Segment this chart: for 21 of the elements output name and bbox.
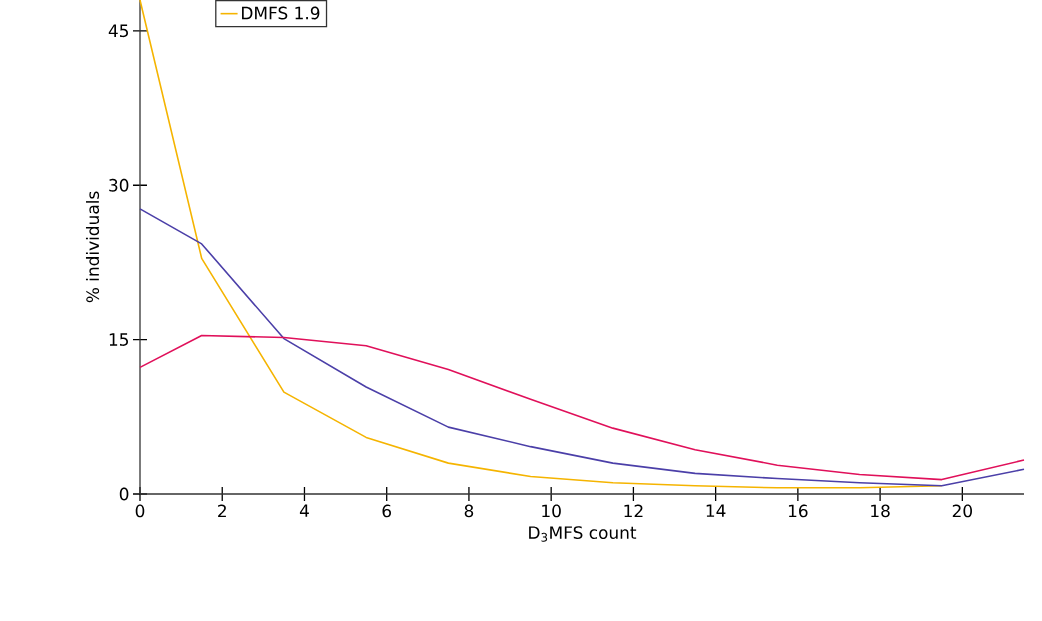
x-tick-label: 16 [788, 504, 808, 518]
x-tick-label: 12 [624, 504, 643, 518]
line-series [139, 0, 943, 489]
line-series [139, 208, 1025, 487]
x-tick-label: 8 [464, 504, 474, 518]
x-tick-label: 2 [218, 504, 226, 518]
y-tick-label: 0 [119, 487, 129, 501]
x-tick-label: 18 [871, 504, 890, 518]
x-axis-title: D$_{3}$MFS count [529, 526, 637, 542]
y-tick-label: 30 [109, 178, 129, 192]
y-axis-title: % individuals [85, 191, 100, 303]
x-tick-label: 6 [382, 504, 392, 518]
legend-label: DMFS 1.9 [242, 6, 320, 20]
x-tick-label: 10 [542, 504, 561, 518]
x-tick-label: 0 [135, 504, 145, 518]
y-tick-label: 15 [109, 333, 128, 346]
x-tick-label: 14 [706, 504, 726, 517]
y-tick-label: 45 [108, 24, 128, 38]
x-tick-label: 20 [952, 504, 972, 518]
x-tick-label: 4 [299, 504, 309, 517]
line-series [139, 334, 1025, 481]
